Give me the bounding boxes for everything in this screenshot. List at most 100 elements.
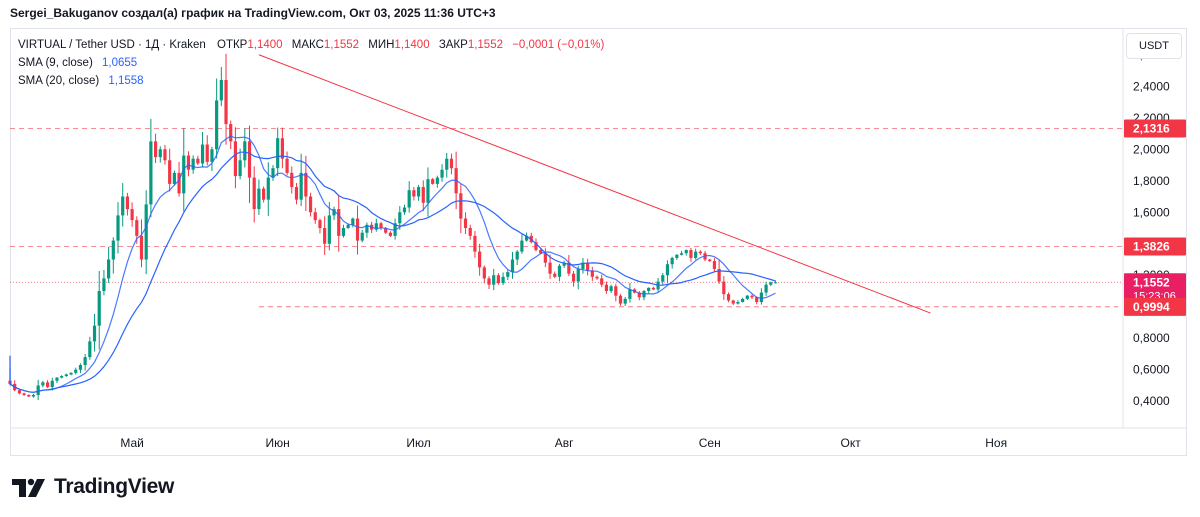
legend-sma20-row[interactable]: SMA (20, close) 1,1558 <box>18 72 604 90</box>
candle-body <box>750 295 754 298</box>
candle <box>581 257 585 274</box>
candle-body <box>506 272 510 277</box>
candle-body <box>196 158 200 164</box>
candle <box>304 155 308 212</box>
y-tick-label: 1,6000 <box>1133 205 1170 219</box>
candle-body <box>445 158 449 170</box>
candle-body <box>379 223 383 228</box>
candle-body <box>675 254 679 258</box>
candle <box>618 294 623 306</box>
candle <box>698 250 702 256</box>
currency-unit-button[interactable]: USDT <box>1126 33 1182 59</box>
legend-symbol: VIRTUAL / Tether USD · 1Д · Kraken <box>18 39 206 51</box>
badge-price: 2,1316 <box>1133 122 1170 136</box>
candle <box>651 286 655 291</box>
legend-sma9-label: SMA (9, close) <box>18 57 93 69</box>
x-tick-label: Июл <box>406 436 430 450</box>
candle-body <box>637 292 641 298</box>
y-tick-label: 2,0000 <box>1133 142 1170 156</box>
candle <box>407 181 411 213</box>
legend-low-label: МИН <box>368 39 395 51</box>
candle <box>478 243 482 276</box>
candle <box>74 367 78 375</box>
legend-sma9-row[interactable]: SMA (9, close) 1,0655 <box>18 54 604 72</box>
candle <box>675 254 679 260</box>
candle-body <box>459 193 463 219</box>
candle-body <box>679 253 684 255</box>
candle <box>431 177 435 185</box>
candle-body <box>416 187 421 197</box>
x-tick-label: Май <box>120 436 144 450</box>
candle <box>604 281 609 294</box>
candle-body <box>562 262 566 266</box>
candle <box>276 127 280 177</box>
candle <box>548 254 552 279</box>
x-tick-label: Сен <box>699 436 721 450</box>
candle <box>421 180 425 212</box>
candle-body <box>468 228 472 236</box>
candle-body <box>294 187 299 200</box>
candle-body <box>722 281 726 295</box>
candle-body <box>534 242 538 251</box>
candle <box>609 284 613 294</box>
trend-line[interactable] <box>258 54 931 314</box>
candle-body <box>125 196 130 210</box>
candle <box>496 273 501 285</box>
candle <box>158 146 162 163</box>
candle-body <box>130 209 134 221</box>
x-axis-labels: Май Июн Июл Авг Сен Окт Ноя <box>120 436 1007 450</box>
badge-bg <box>1124 297 1186 316</box>
candle <box>229 120 233 150</box>
candle-body <box>177 172 181 194</box>
candle-body <box>45 382 50 388</box>
legend-open-value: 1,1400 <box>247 39 283 51</box>
candle <box>233 127 238 189</box>
candle-body <box>92 325 97 342</box>
candle-body <box>487 278 491 285</box>
candle-body <box>97 290 101 326</box>
candle <box>266 162 270 216</box>
candle-body <box>102 278 106 291</box>
candle-body <box>111 240 115 260</box>
candle <box>741 297 745 303</box>
candle-body <box>60 376 64 378</box>
candle <box>562 260 566 269</box>
candle-body <box>647 287 651 291</box>
candle-body <box>736 302 740 304</box>
candle <box>41 380 45 388</box>
legend-symbol-row: VIRTUAL / Tether USD · 1Д · Kraken ОТКР1… <box>18 36 604 54</box>
candle <box>426 167 430 217</box>
candle-body <box>135 220 139 236</box>
candle-body <box>276 138 280 169</box>
candle-body <box>290 172 294 188</box>
candle-body <box>200 144 205 164</box>
candle <box>440 164 444 182</box>
candle-body <box>327 215 331 244</box>
candle <box>355 205 360 255</box>
sma9-line[interactable] <box>9 135 776 393</box>
candle <box>534 238 538 252</box>
candle-body <box>139 235 144 260</box>
candle-body <box>689 250 693 258</box>
candle-body <box>163 149 167 161</box>
candle-body <box>205 144 209 162</box>
candle-body <box>769 282 773 285</box>
candle-body <box>670 257 674 265</box>
candle <box>83 353 87 371</box>
y-tick-label: 1,8000 <box>1133 174 1170 188</box>
candle-body <box>586 262 590 271</box>
candle <box>257 179 261 215</box>
candle <box>468 224 472 240</box>
candle-body <box>83 357 87 366</box>
candle-body <box>149 141 153 205</box>
candle <box>116 202 120 254</box>
candle <box>759 288 763 305</box>
candle-body <box>557 265 562 277</box>
candle-body <box>759 292 763 303</box>
candle-body <box>229 124 233 142</box>
candle <box>492 268 496 291</box>
candle <box>360 229 364 243</box>
candle <box>308 192 313 217</box>
sma20-line[interactable] <box>9 151 776 393</box>
